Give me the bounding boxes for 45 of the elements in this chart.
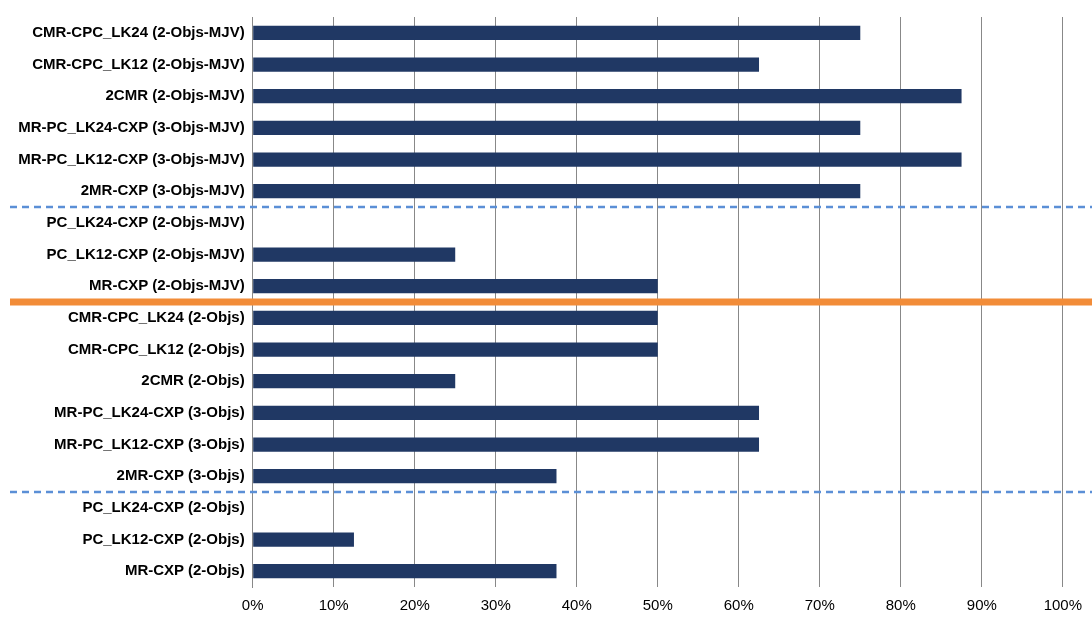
- bar: [253, 469, 557, 484]
- y-tick-label: CMR-CPC_LK24 (2-Objs-MJV): [32, 22, 245, 40]
- x-tick-label: 20%: [399, 596, 430, 614]
- y-tick-label: MR-PC_LK24-CXP (3-Objs-MJV): [18, 117, 245, 135]
- x-tick-label: 0%: [241, 596, 264, 614]
- bar: [253, 405, 760, 420]
- bar: [253, 279, 658, 294]
- y-tick-label: PC_LK12-CXP (2-Objs-MJV): [46, 244, 245, 262]
- bar: [253, 152, 962, 167]
- bar: [253, 532, 354, 547]
- x-tick-label: 10%: [318, 596, 349, 614]
- y-tick-label: MR-PC_LK12-CXP (3-Objs): [54, 434, 245, 452]
- y-tick-label: MR-CXP (2-Objs-MJV): [89, 276, 245, 294]
- y-tick-label: CMR-CPC_LK24 (2-Objs): [68, 307, 245, 325]
- y-tick-label: CMR-CPC_LK12 (2-Objs): [68, 339, 245, 357]
- y-tick-label: PC_LK24-CXP (2-Objs): [82, 497, 245, 515]
- bar: [253, 57, 760, 72]
- bar: [253, 374, 456, 389]
- y-tick-label: CMR-CPC_LK12 (2-Objs-MJV): [32, 54, 245, 72]
- x-tick-label: 70%: [804, 596, 835, 614]
- x-tick-label: 50%: [642, 596, 673, 614]
- y-tick-label: PC_LK12-CXP (2-Objs): [82, 529, 245, 547]
- x-tick-label: 40%: [561, 596, 592, 614]
- y-tick-label: MR-PC_LK12-CXP (3-Objs-MJV): [18, 149, 245, 167]
- y-tick-label: MR-CXP (2-Objs): [124, 561, 245, 579]
- y-tick-label: MR-PC_LK24-CXP (3-Objs): [54, 402, 245, 420]
- x-tick-label: 60%: [723, 596, 754, 614]
- x-tick-label: 30%: [480, 596, 511, 614]
- y-tick-label: PC_LK24-CXP (2-Objs-MJV): [46, 212, 245, 230]
- y-tick-label: 2MR-CXP (3-Objs): [116, 466, 245, 484]
- y-tick-label: 2CMR (2-Objs-MJV): [105, 86, 245, 104]
- bar: [253, 564, 557, 579]
- bar: [253, 120, 861, 135]
- x-tick-label: 90%: [966, 596, 997, 614]
- x-tick-label: 100%: [1043, 596, 1083, 614]
- bar: [253, 247, 456, 262]
- x-tick-label: 80%: [885, 596, 916, 614]
- y-tick-label: 2CMR (2-Objs): [141, 371, 245, 389]
- bar: [253, 25, 861, 40]
- bar: [253, 342, 658, 357]
- y-tick-label: 2MR-CXP (3-Objs-MJV): [80, 181, 245, 199]
- bar: [253, 437, 760, 452]
- bar: [253, 89, 962, 104]
- bar: [253, 310, 658, 325]
- bar: [253, 184, 861, 199]
